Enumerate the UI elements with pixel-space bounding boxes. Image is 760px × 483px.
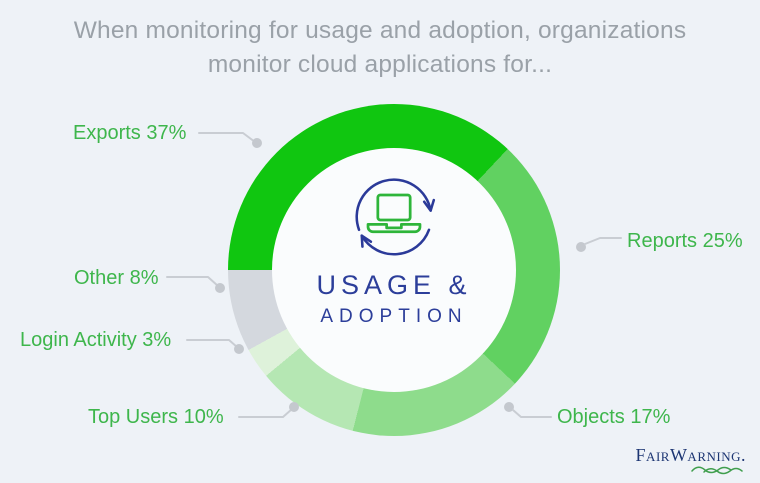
center-label-usage: USAGE & xyxy=(316,270,472,300)
callout-login-activity: Login Activity 3% xyxy=(20,329,172,351)
callout-top-users: Top Users 10% xyxy=(88,406,224,428)
fairwarning-logo: FairWarning. xyxy=(635,445,746,475)
callout-exports: Exports 37% xyxy=(73,122,187,144)
title-line-1: When monitoring for usage and adoption, … xyxy=(73,17,687,44)
leader-line-top-users xyxy=(238,402,299,418)
donut-chart: USAGE & ADOPTION xyxy=(228,104,560,436)
leader-line-login-activity xyxy=(186,339,244,354)
callout-objects: Objects 17% xyxy=(557,406,671,428)
donut-center: USAGE & ADOPTION xyxy=(272,148,516,392)
leader-line-other xyxy=(166,276,225,293)
sync-arrows-icon xyxy=(355,178,436,256)
leader-line-reports xyxy=(576,237,622,252)
laptop-icon xyxy=(366,193,422,234)
leader-line-objects xyxy=(504,402,552,418)
callout-other: Other 8% xyxy=(74,267,159,289)
fairwarning-logo-text: FairWarning. xyxy=(635,445,746,465)
title-line-2: monitor cloud applications for... xyxy=(207,51,553,78)
leader-line-exports xyxy=(198,132,262,148)
logo-waves-icon xyxy=(691,466,743,475)
page-title: When monitoring for usage and adoption, … xyxy=(0,14,760,82)
callout-reports: Reports 25% xyxy=(627,230,743,252)
center-label-adoption: ADOPTION xyxy=(320,306,468,327)
usage-adoption-sync-icon xyxy=(355,178,436,256)
